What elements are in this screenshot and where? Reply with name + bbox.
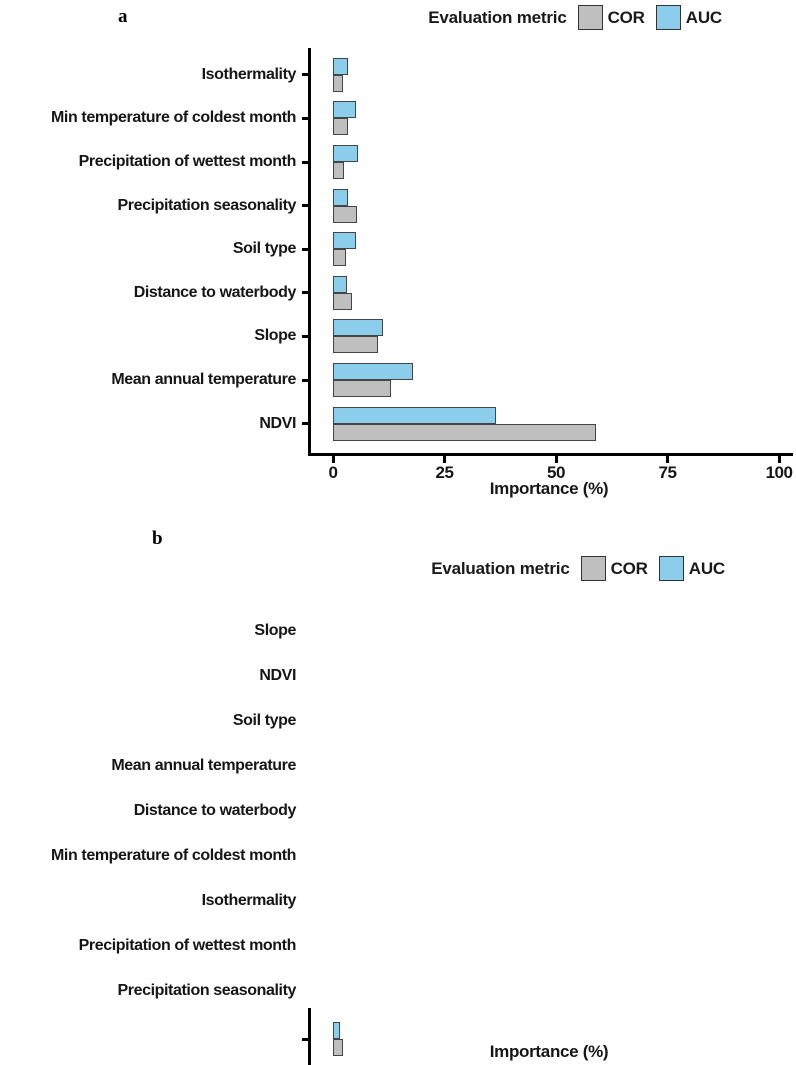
category-label: Slope xyxy=(254,327,296,345)
legend-swatch-auc xyxy=(655,5,681,30)
category-label: NDVI xyxy=(259,414,296,432)
x-axis-tick xyxy=(777,456,781,463)
category-label: Min temperature of coldest month xyxy=(51,846,296,864)
category-axis-labels: Slope NDVI Soil type Mean annual temperatur… xyxy=(0,600,296,1013)
legend-panel-b: Evaluation metric COR AUC xyxy=(431,556,725,581)
bar-group xyxy=(311,358,793,402)
legend-label-auc: AUC xyxy=(688,558,725,578)
legend-label-cor: COR xyxy=(610,558,648,578)
bar-auc xyxy=(333,57,349,75)
category-label: Precipitation of wettest month xyxy=(78,152,297,170)
legend-swatch-cor xyxy=(580,556,606,581)
bar-group xyxy=(311,140,793,184)
legend-title: Evaluation metric xyxy=(431,558,570,578)
y-axis-tick xyxy=(302,1037,311,1041)
category-label: Distance to waterbody xyxy=(133,802,297,819)
bar-auc xyxy=(333,144,358,162)
bar-group xyxy=(311,227,793,271)
bar-cor xyxy=(333,379,391,397)
x-axis-tick xyxy=(666,456,669,463)
bar-cor xyxy=(333,74,343,92)
x-axis-tick xyxy=(331,456,335,463)
category-label: Min temperature of coldest month xyxy=(51,109,296,127)
bar-auc xyxy=(333,101,357,119)
x-axis-tick xyxy=(443,456,446,463)
y-axis-tick xyxy=(302,73,311,77)
chart-panel-b: Slope NDVI Soil type Mean annual temperatur… xyxy=(0,408,796,1065)
category-label: Soil type xyxy=(232,712,296,730)
y-axis-tick xyxy=(302,160,311,164)
bar-auc xyxy=(333,362,414,380)
category-label: Isothermality xyxy=(201,891,297,909)
bar-group xyxy=(311,184,793,228)
bar-group xyxy=(311,1017,793,1062)
bar-auc xyxy=(333,1022,340,1040)
legend-label-cor: COR xyxy=(607,7,645,27)
x-axis-tick-label: 75 xyxy=(658,463,677,482)
category-label: NDVI xyxy=(259,667,296,685)
category-label: Distance to waterbody xyxy=(133,283,297,301)
bar-cor xyxy=(333,249,347,267)
bar-cor xyxy=(333,1039,343,1057)
legend-label-auc: AUC xyxy=(685,7,722,27)
category-label: Precipitation seasonality xyxy=(117,981,296,999)
category-label: Precipitation of wettest month xyxy=(78,936,297,954)
category-axis-labels: Isothermality Min temperature of coldest … xyxy=(0,48,296,448)
bar-cor xyxy=(333,423,597,441)
y-axis-tick xyxy=(302,378,311,382)
bar-auc xyxy=(333,232,357,250)
y-axis-tick xyxy=(302,291,311,295)
bar-cor xyxy=(333,118,349,136)
category-label: Mean annual temperature xyxy=(111,370,296,388)
category-label: Precipitation seasonality xyxy=(117,196,296,214)
y-axis-tick xyxy=(302,116,311,120)
x-axis-title: Importance (%) xyxy=(489,479,609,498)
bar-group xyxy=(311,402,793,446)
bar-auc xyxy=(333,275,348,293)
legend-panel-a: Evaluation metric COR AUC xyxy=(428,5,722,30)
panel-letter-b: b xyxy=(152,528,163,549)
y-axis-tick xyxy=(302,422,311,426)
category-label: Isothermality xyxy=(201,65,297,83)
legend-swatch-cor xyxy=(577,5,603,30)
x-axis-tick-label: 25 xyxy=(435,463,454,482)
legend-title: Evaluation metric xyxy=(428,7,567,27)
x-axis-tick-label: 100 xyxy=(765,463,793,482)
x-axis-tick-label: 0 xyxy=(328,463,338,482)
panel-letter-a: a xyxy=(118,6,128,27)
chart-panel-a: Isothermality Min temperature of coldest … xyxy=(0,0,796,482)
bar-group xyxy=(311,271,793,315)
bar-cor xyxy=(333,205,358,223)
x-axis-tick-label: 50 xyxy=(547,463,565,482)
y-axis-tick xyxy=(302,204,311,208)
bar-cor xyxy=(333,336,378,354)
bar-cor xyxy=(333,292,352,310)
bar-group xyxy=(311,315,793,359)
y-axis-tick xyxy=(302,247,311,251)
bar-auc xyxy=(333,188,349,206)
bar-cor xyxy=(333,161,345,179)
bar-auc xyxy=(333,319,383,337)
y-axis-tick xyxy=(302,334,311,338)
category-label: Slope xyxy=(254,622,296,640)
bar-auc xyxy=(333,406,496,424)
x-axis-tick xyxy=(554,456,558,463)
plot-area: 0 25 50 75 100 xyxy=(302,48,793,482)
category-label: Mean annual temperature xyxy=(111,757,296,775)
bar-group xyxy=(311,53,793,97)
bar-group xyxy=(311,97,793,141)
category-label: Soil type xyxy=(232,240,296,258)
x-axis-title: Importance (%) xyxy=(489,1042,609,1061)
legend-swatch-auc xyxy=(658,556,684,581)
